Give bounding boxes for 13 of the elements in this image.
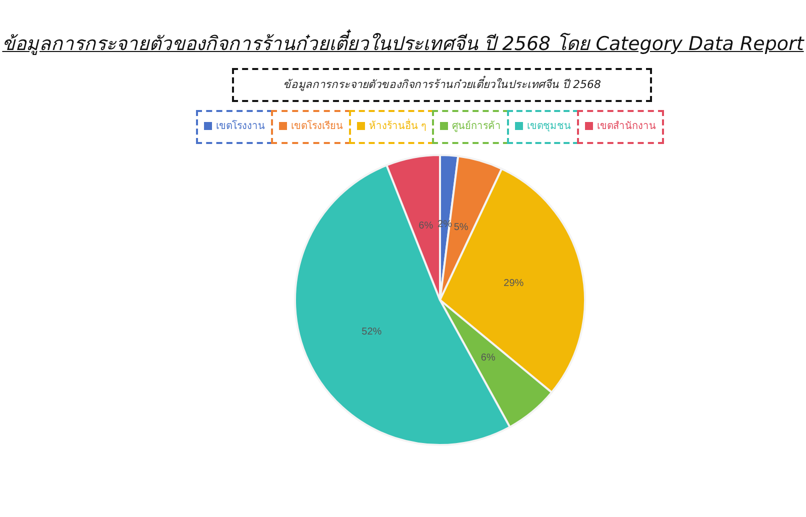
legend-label: ห้างร้านอื่น ๆ [369, 121, 426, 132]
legend-label: เขตโรงเรียน [291, 121, 343, 132]
data-label: 6% [418, 220, 434, 232]
legend-label: ศูนย์การค้า [452, 121, 502, 132]
legend-label: เขตสำนักงาน [597, 121, 656, 132]
legend-label: เขตชุมชน [527, 121, 572, 132]
data-label: 6% [480, 352, 496, 364]
legend-label: เขตโรงงาน [216, 121, 265, 132]
chart-subtitle: ข้อมูลการกระจายตัวของกิจการร้านก๋วยเตี๋ยวในประเทศจีน ปี 2568 [232, 68, 652, 102]
data-label: 5% [454, 222, 468, 233]
chart-title: ข้อมูลการกระจายตัวของกิจการร้านก๋วยเตี๋ยวในประเทศจีน ปี 2568 โดย Category Data Report [1, 28, 806, 57]
data-label: 52% [362, 326, 382, 338]
data-label: 29% [504, 278, 524, 290]
